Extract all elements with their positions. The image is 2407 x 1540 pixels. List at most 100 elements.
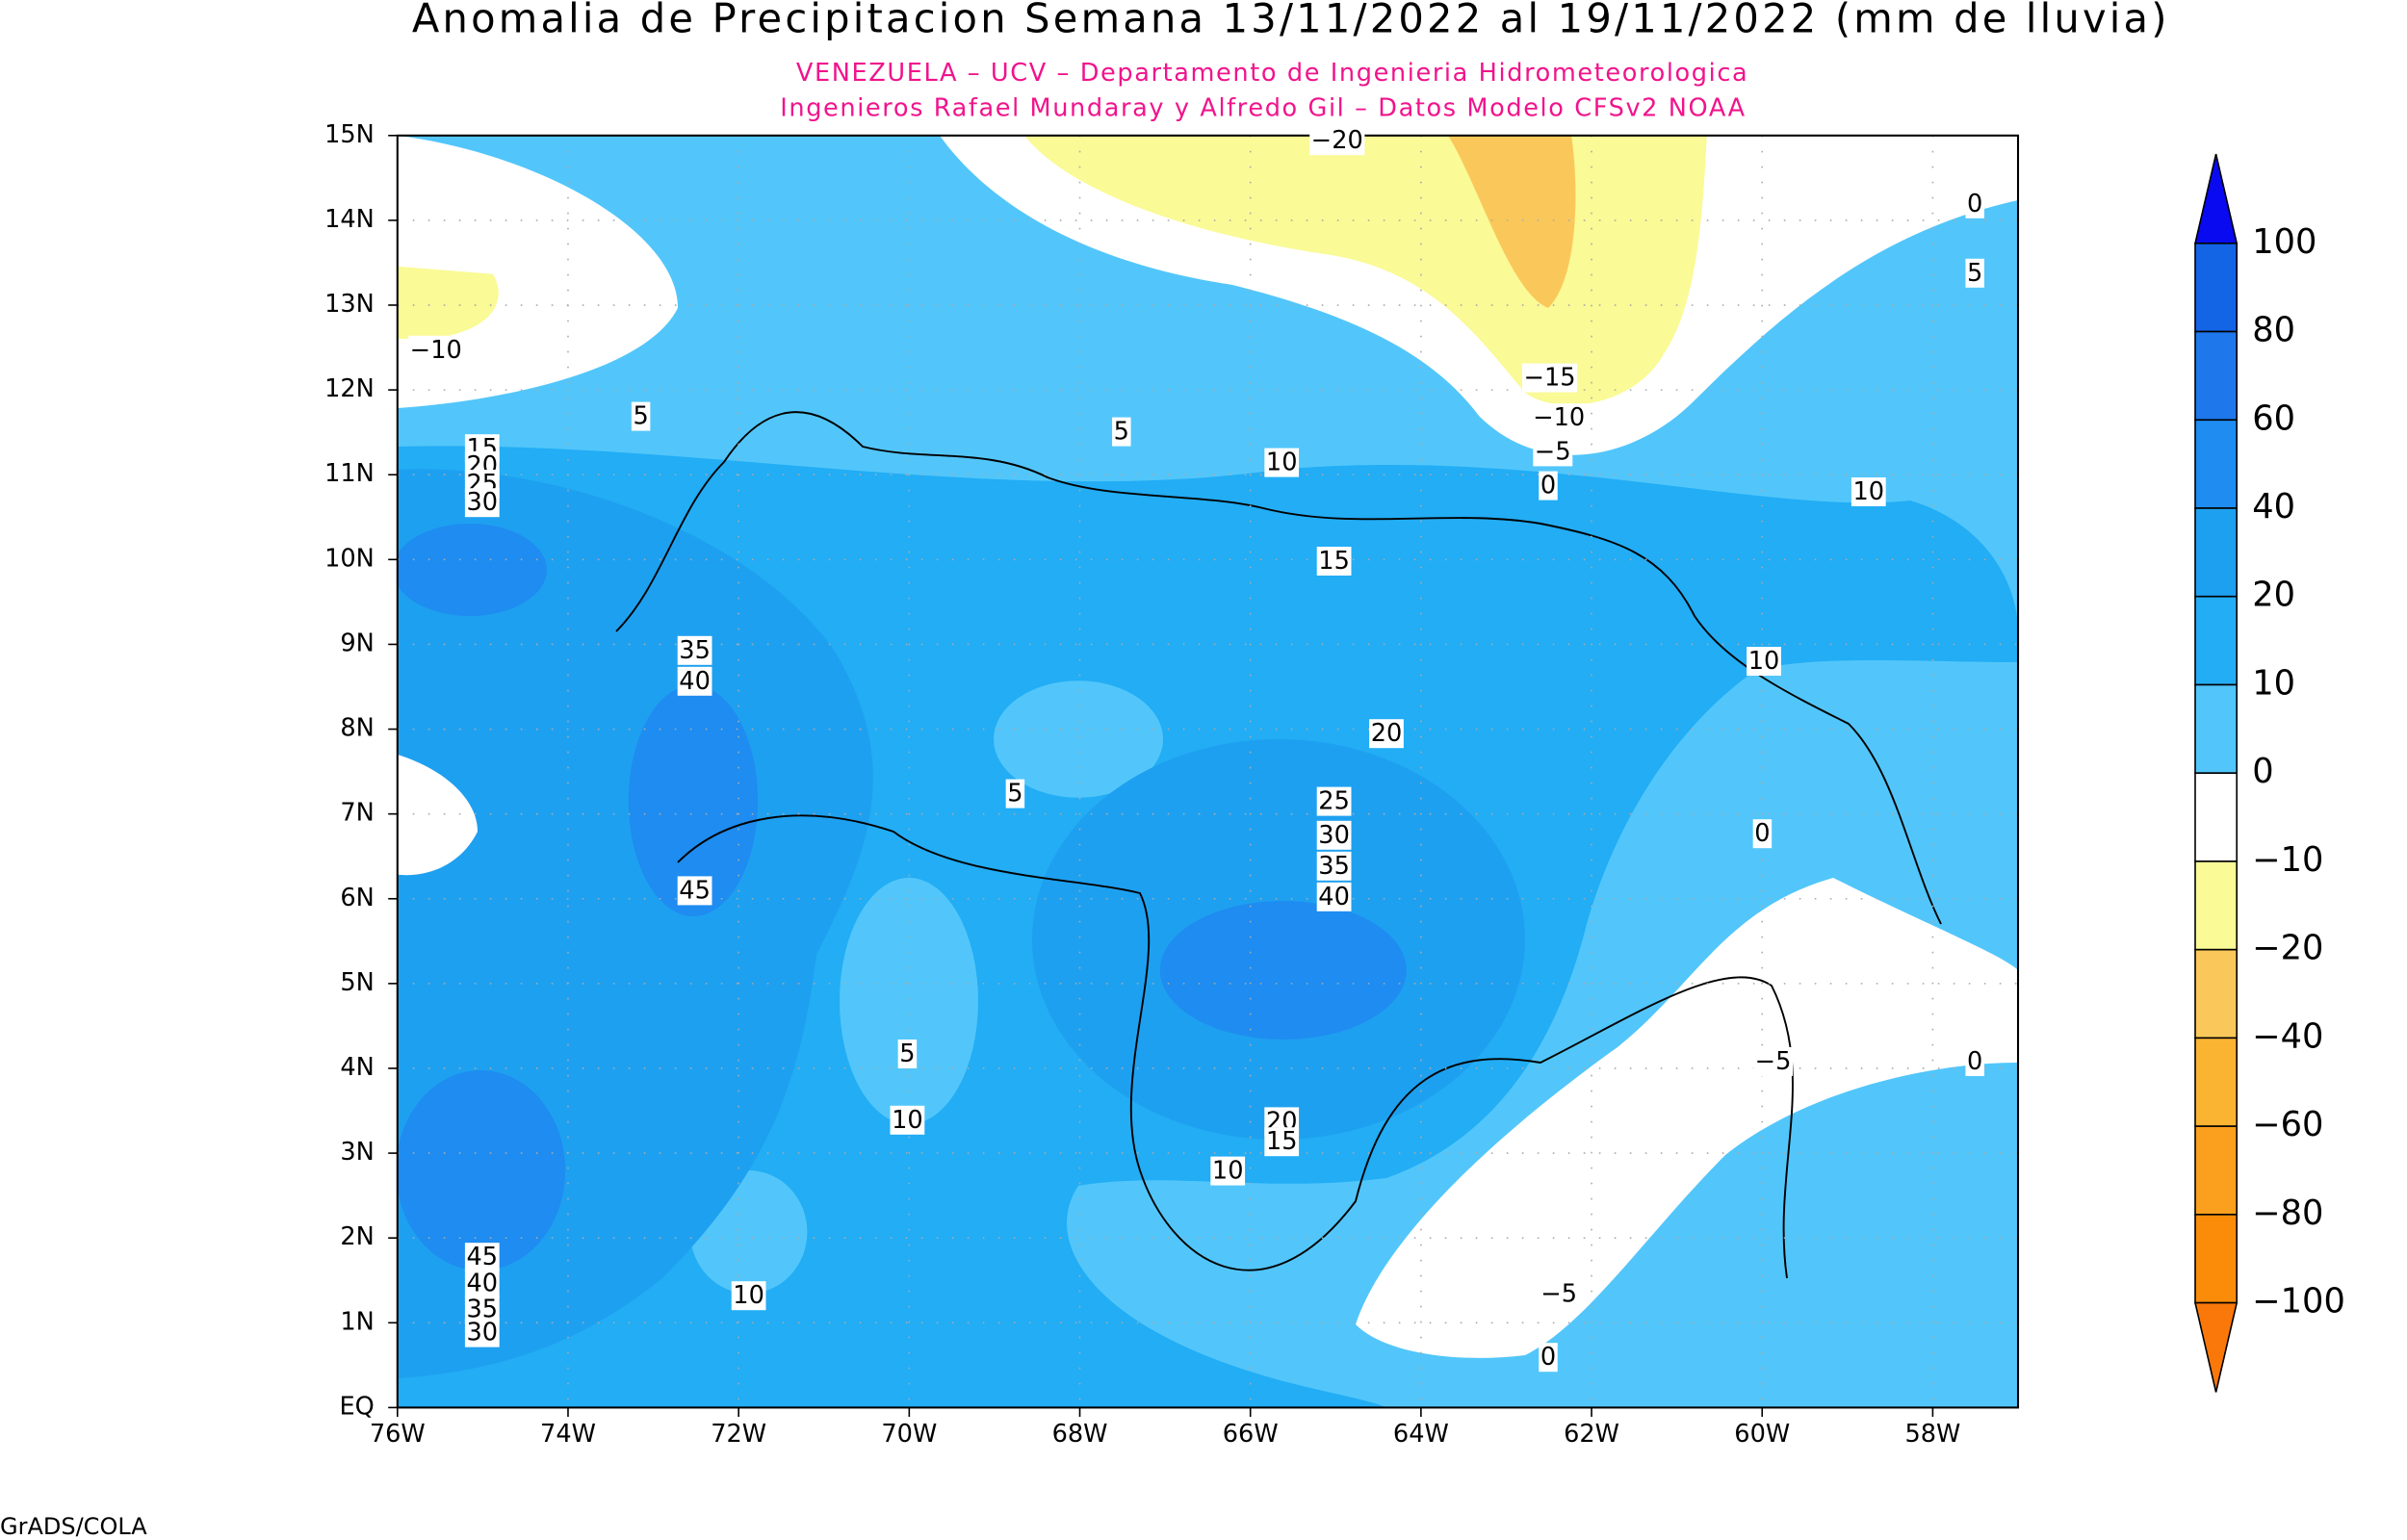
colorbar-label: 0 bbox=[2252, 752, 2273, 791]
lon-label: 66W bbox=[1223, 1420, 1279, 1449]
colorbar-box bbox=[2194, 1214, 2238, 1304]
contour-label: 10 bbox=[892, 1106, 923, 1135]
plot-frame bbox=[396, 134, 2020, 1409]
contour-label: 5 bbox=[899, 1040, 915, 1068]
contour-label: 35 bbox=[679, 636, 711, 665]
contour-label: 10 bbox=[1853, 477, 1885, 506]
contour-label: 45 bbox=[679, 876, 711, 905]
contour-label-bg bbox=[677, 876, 712, 906]
contour-label: 5 bbox=[633, 402, 648, 431]
contour-label: 5 bbox=[1007, 780, 1022, 808]
colorbar-box bbox=[2194, 330, 2238, 422]
contour-label: 0 bbox=[1967, 190, 1982, 218]
contour-label-bg bbox=[1752, 819, 1773, 849]
contour-label-bg bbox=[1533, 437, 1573, 467]
colorbar-label: −60 bbox=[2252, 1105, 2323, 1144]
contour-label-bg bbox=[1539, 1279, 1579, 1309]
lon-label: 62W bbox=[1564, 1420, 1619, 1449]
shade bbox=[397, 1070, 566, 1270]
contour-label-bg bbox=[1851, 477, 1886, 506]
coastline bbox=[615, 411, 1942, 1279]
contour-label-bg bbox=[1316, 547, 1352, 576]
contour-label-bg bbox=[464, 1243, 500, 1272]
contour-label: 40 bbox=[467, 1269, 499, 1297]
contour-label-bg bbox=[1539, 1343, 1558, 1373]
lat-label: EQ bbox=[339, 1392, 374, 1421]
contour-label: 5 bbox=[1114, 418, 1129, 447]
contour-label-bg bbox=[1747, 647, 1781, 676]
contour-label-bg bbox=[1539, 471, 1558, 500]
contour-label-bg bbox=[1264, 448, 1300, 477]
contour-label: −10 bbox=[1533, 403, 1585, 432]
contour-label-bg bbox=[1965, 1047, 1984, 1076]
shade bbox=[994, 680, 1163, 798]
contour-label: 35 bbox=[1318, 852, 1350, 881]
contour-label: −5 bbox=[1540, 1280, 1577, 1309]
colorbar-box bbox=[2194, 1037, 2238, 1127]
lon-label: 58W bbox=[1904, 1420, 1960, 1449]
colorbar-box bbox=[2194, 683, 2238, 774]
contour-label-bg bbox=[408, 335, 464, 365]
contour-label-bg bbox=[1965, 258, 1984, 288]
contour-label: 45 bbox=[467, 1243, 499, 1271]
contour-label: −15 bbox=[1524, 364, 1576, 393]
lat-label: 1N bbox=[340, 1307, 374, 1336]
shade bbox=[1356, 878, 2018, 1358]
lat-label: 2N bbox=[340, 1222, 374, 1251]
contour-label: 0 bbox=[1540, 472, 1556, 500]
colorbar-label: 60 bbox=[2252, 398, 2295, 438]
contour-label-bg bbox=[677, 635, 712, 665]
contour-label: 25 bbox=[1318, 787, 1350, 816]
colorbar-label: 10 bbox=[2252, 663, 2295, 703]
contour-label-bg bbox=[1369, 719, 1404, 749]
contour-label-bg bbox=[897, 1040, 918, 1068]
contour-label-bg bbox=[1531, 403, 1587, 433]
contour-label-bg bbox=[631, 401, 651, 431]
contour-label-bg bbox=[677, 666, 712, 696]
lon-label: 60W bbox=[1734, 1420, 1790, 1449]
contour-label-bg bbox=[464, 488, 500, 518]
shade bbox=[397, 266, 499, 339]
lat-label: 7N bbox=[340, 799, 374, 828]
lat-label: 4N bbox=[340, 1053, 374, 1082]
contour-label: 15 bbox=[1266, 1127, 1298, 1156]
contour-label: 5 bbox=[1967, 259, 1982, 288]
colorbar-triangle bbox=[2193, 153, 2239, 244]
shade bbox=[1448, 135, 1576, 308]
contour-label: 15 bbox=[1318, 547, 1350, 576]
lon-label: 76W bbox=[370, 1420, 426, 1449]
colorbar-box bbox=[2194, 595, 2238, 686]
subtitle: VENEZUELA – UCV – Departamento de Ingeni… bbox=[796, 59, 1748, 88]
contour-label-bg bbox=[1316, 882, 1352, 911]
contour-label-bg bbox=[1316, 851, 1352, 881]
lat-label: 8N bbox=[340, 714, 374, 743]
shade bbox=[628, 685, 759, 916]
contour-label-bg bbox=[1753, 1047, 1794, 1076]
lon-label: 72W bbox=[711, 1420, 766, 1449]
shade bbox=[1159, 901, 1407, 1040]
contour-label: −10 bbox=[410, 336, 462, 365]
lat-label: 5N bbox=[340, 968, 374, 997]
colorbar-label: 80 bbox=[2252, 311, 2295, 350]
colorbar-box bbox=[2194, 507, 2238, 598]
contour-label: 10 bbox=[1212, 1157, 1244, 1186]
lat-label: 12N bbox=[324, 374, 375, 403]
contour-label-bg bbox=[1112, 417, 1131, 447]
contour-label: 30 bbox=[467, 488, 499, 517]
field bbox=[397, 135, 2018, 1408]
lat-label: 3N bbox=[340, 1138, 374, 1167]
axes: EQ 1N 2N 3N 4N 5N 6N 7N 8N 9N 10N 11N 12N 13N 14N 15N 76… bbox=[324, 120, 2018, 1449]
colorbar-box bbox=[2194, 772, 2238, 862]
colorbar-box bbox=[2194, 948, 2238, 1040]
contour-label: 40 bbox=[1318, 883, 1350, 911]
contour-label-bg bbox=[731, 1281, 766, 1311]
lat-label: 14N bbox=[324, 205, 375, 234]
lat-label: 6N bbox=[340, 884, 374, 912]
contour-label: 0 bbox=[1540, 1343, 1556, 1372]
lat-label: 13N bbox=[324, 290, 375, 319]
contour-label-bg bbox=[1316, 820, 1352, 850]
lat-label: 15N bbox=[324, 120, 375, 149]
